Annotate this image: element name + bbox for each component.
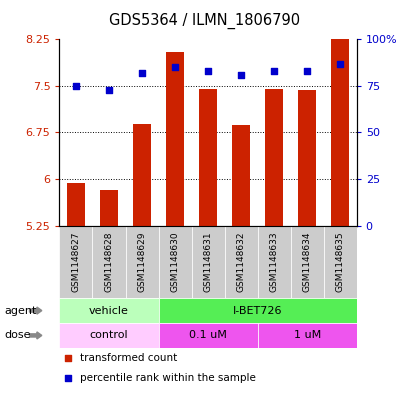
Point bbox=[285, 302, 292, 309]
Bar bbox=[125, 226, 158, 298]
Point bbox=[285, 119, 292, 126]
Bar bbox=[92, 226, 125, 298]
Text: agent: agent bbox=[4, 306, 36, 316]
Bar bbox=[67, 184, 85, 226]
Bar bbox=[257, 323, 356, 348]
Text: GSM1148628: GSM1148628 bbox=[104, 231, 113, 292]
Bar bbox=[290, 226, 323, 298]
Text: percentile rank within the sample: percentile rank within the sample bbox=[80, 373, 256, 384]
Text: GSM1148630: GSM1148630 bbox=[170, 231, 179, 292]
Bar bbox=[158, 298, 356, 323]
Bar bbox=[257, 226, 290, 298]
Bar bbox=[224, 226, 257, 298]
Text: GSM1148632: GSM1148632 bbox=[236, 231, 245, 292]
Bar bbox=[264, 89, 283, 226]
Text: GSM1148633: GSM1148633 bbox=[269, 231, 278, 292]
Text: GSM1148629: GSM1148629 bbox=[137, 231, 146, 292]
Text: GSM1148631: GSM1148631 bbox=[203, 231, 212, 292]
Text: control: control bbox=[90, 331, 128, 340]
Text: vehicle: vehicle bbox=[89, 306, 128, 316]
Bar bbox=[59, 298, 158, 323]
Bar bbox=[59, 323, 158, 348]
Bar bbox=[158, 323, 257, 348]
Text: dose: dose bbox=[4, 331, 31, 340]
Point bbox=[270, 68, 277, 74]
Point bbox=[204, 68, 211, 74]
Text: GSM1148634: GSM1148634 bbox=[302, 231, 311, 292]
Text: GSM1148635: GSM1148635 bbox=[335, 231, 344, 292]
Bar bbox=[231, 125, 249, 226]
Bar bbox=[100, 190, 118, 226]
Bar bbox=[166, 52, 184, 226]
Point bbox=[106, 86, 112, 93]
Bar bbox=[330, 32, 348, 226]
Text: 0.1 uM: 0.1 uM bbox=[189, 331, 227, 340]
Text: 1 uM: 1 uM bbox=[293, 331, 320, 340]
Bar bbox=[198, 89, 217, 226]
Bar bbox=[133, 125, 151, 226]
Bar bbox=[297, 90, 315, 226]
Bar bbox=[323, 226, 356, 298]
Text: GDS5364 / ILMN_1806790: GDS5364 / ILMN_1806790 bbox=[109, 13, 300, 29]
Text: I-BET726: I-BET726 bbox=[232, 306, 282, 316]
Text: GSM1148627: GSM1148627 bbox=[71, 231, 80, 292]
Bar bbox=[59, 226, 92, 298]
Point bbox=[72, 83, 79, 89]
Text: transformed count: transformed count bbox=[80, 353, 177, 363]
Point bbox=[237, 72, 244, 78]
Bar bbox=[158, 226, 191, 298]
Point bbox=[336, 61, 343, 67]
Point bbox=[138, 70, 145, 76]
Point bbox=[303, 68, 310, 74]
Point bbox=[171, 64, 178, 70]
Bar bbox=[191, 226, 224, 298]
